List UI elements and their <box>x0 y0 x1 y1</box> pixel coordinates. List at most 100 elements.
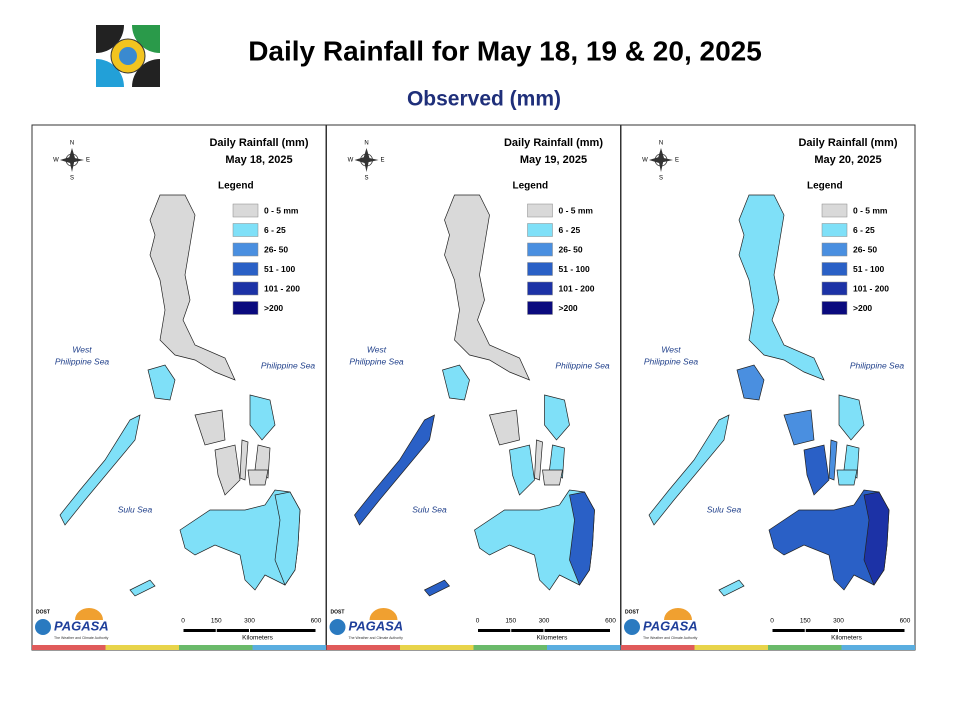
scale-tick-label: 150 <box>800 618 811 625</box>
legend-label: 51 - 100 <box>264 264 295 274</box>
logo-mark <box>35 619 51 635</box>
legend-swatch <box>821 281 848 296</box>
legend-label: 101 - 200 <box>264 283 300 293</box>
panel-stripe <box>105 645 179 650</box>
scale-tick-label: 600 <box>605 618 616 625</box>
region-mindoro <box>442 364 470 401</box>
legend-swatch <box>527 301 553 315</box>
scale-gap <box>838 629 839 632</box>
scale-gap <box>477 629 478 632</box>
panel-date: May 20, 2025 <box>814 154 881 166</box>
logo-tagline: The Weather and Climate Authority <box>643 636 698 640</box>
legend-swatch <box>527 281 553 296</box>
compass-ring <box>654 153 668 167</box>
logo-mark <box>624 619 640 635</box>
legend-label: 0 - 5 mm <box>559 205 594 215</box>
sea-label: Philippine Sea <box>644 356 699 366</box>
compass-w: W <box>642 158 648 164</box>
logo-name: PAGASA <box>349 618 404 633</box>
scale-gap <box>249 629 250 632</box>
pagasa-logo: DOST PAGASA The Weather and Climate Author… <box>35 608 109 640</box>
panels: Daily Rainfall (mm) May 18, 2025 Legend 0 -… <box>31 124 916 651</box>
logo-agency: DOST <box>625 609 639 615</box>
compass-ring <box>360 153 373 167</box>
legend-swatch <box>232 301 259 315</box>
sea-label: Philippine Sea <box>261 360 316 370</box>
region-east-mindanao <box>569 491 595 586</box>
scale-tick-label: 600 <box>900 618 911 625</box>
panel-stripe <box>179 645 253 650</box>
legend-swatch <box>527 223 553 237</box>
logo-agency: DOST <box>36 609 50 615</box>
scale-tick-label: 600 <box>311 618 322 625</box>
region-bohol <box>836 469 858 486</box>
region-luzon <box>738 194 825 381</box>
region-palawan <box>59 414 141 526</box>
legend-title: Legend <box>218 181 254 192</box>
legend-swatch <box>821 223 848 237</box>
legend-label: 51 - 100 <box>853 264 884 274</box>
subtitle: Observed (mm) <box>407 88 561 111</box>
legend-swatch <box>232 203 259 218</box>
scale-tick-label: 150 <box>505 618 516 625</box>
region-samar <box>838 394 865 441</box>
legend-swatch <box>527 242 553 257</box>
legend-swatch <box>821 262 848 276</box>
legend-title: Legend <box>513 181 549 192</box>
panel-title: Daily Rainfall (mm) <box>504 137 603 149</box>
panel-stripe <box>400 645 474 650</box>
title: Daily Rainfall for May 18, 19 & 20, 2025 <box>248 35 762 66</box>
scale-unit: Kilometers <box>242 635 273 642</box>
map-panel: Daily Rainfall (mm) May 18, 2025 Legend 0 -… <box>31 124 327 651</box>
panel-stripe <box>252 645 326 650</box>
region-bohol <box>247 469 269 486</box>
legend-label: 101 - 200 <box>559 283 595 293</box>
logo-mark <box>329 619 346 635</box>
legend-swatch <box>821 301 848 315</box>
logo-umbrella <box>664 608 692 620</box>
legend-title: Legend <box>807 181 843 192</box>
region-mindoro <box>736 364 765 401</box>
sea-label: West <box>72 344 92 354</box>
panel-stripe <box>473 645 547 650</box>
region-sulu <box>718 579 745 597</box>
region-palawan <box>354 414 435 526</box>
scale-tick-label: 300 <box>833 618 844 625</box>
legend-label: 6 - 25 <box>853 225 875 235</box>
scale-tick-label: 0 <box>181 618 185 625</box>
logo-agency: DOST <box>331 609 345 615</box>
compass-n: N <box>70 141 74 147</box>
legend-swatch <box>232 223 259 237</box>
scale-gap <box>804 629 806 632</box>
compass-rose <box>354 148 379 172</box>
compass-e: E <box>86 158 90 164</box>
panel-stripe <box>768 645 842 650</box>
sea-label: West <box>367 344 387 354</box>
compass-w: W <box>53 158 59 164</box>
panel-date: May 19, 2025 <box>520 154 587 166</box>
scale-unit: Kilometers <box>831 635 862 642</box>
sea-label: West <box>661 344 681 354</box>
logo-tagline: The Weather and Climate Authority <box>349 636 404 640</box>
map <box>59 194 301 597</box>
scale-tick-label: 300 <box>244 618 255 625</box>
region-cebu <box>828 439 838 481</box>
sea-label: Philippine Sea <box>55 356 110 366</box>
pagasa-logo: DOST PAGASA The Weather and Climate Author… <box>624 608 698 640</box>
legend-label: 26- 50 <box>853 244 877 254</box>
logo-umbrella <box>75 608 103 620</box>
panel-stripe <box>326 645 400 650</box>
legend-label: >200 <box>264 303 283 313</box>
scale-tick-label: 0 <box>476 618 480 625</box>
compass: N S E W <box>348 141 385 182</box>
region-negros <box>803 444 830 496</box>
compass: N S E W <box>53 141 90 182</box>
sea-label: Philippine Sea <box>850 360 905 370</box>
scale-gap <box>610 629 611 632</box>
region-bohol <box>542 469 563 486</box>
region-panay <box>783 409 815 446</box>
scale-gap <box>904 629 906 632</box>
pagasa-logo: DOST PAGASA The Weather and Climate Author… <box>329 608 404 640</box>
